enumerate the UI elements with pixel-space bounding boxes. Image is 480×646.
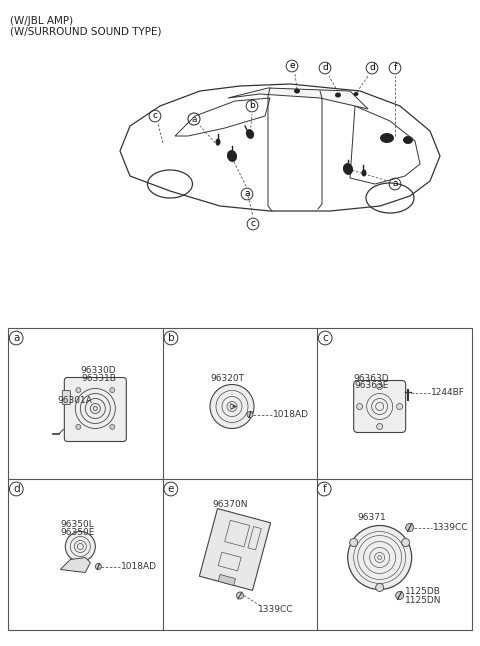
Circle shape (348, 525, 412, 590)
Text: b: b (168, 333, 174, 343)
Text: a: a (13, 333, 19, 343)
Text: c: c (323, 333, 328, 343)
Text: a: a (244, 189, 250, 198)
Circle shape (237, 592, 243, 599)
Text: c: c (251, 220, 255, 229)
Text: 96350E: 96350E (60, 528, 95, 537)
FancyBboxPatch shape (62, 390, 71, 404)
Polygon shape (218, 574, 236, 585)
Circle shape (377, 424, 383, 430)
FancyBboxPatch shape (354, 380, 406, 433)
Circle shape (402, 539, 409, 547)
Text: a: a (191, 114, 197, 123)
Circle shape (65, 532, 96, 561)
Bar (8, 328, 472, 630)
Circle shape (110, 388, 115, 393)
Text: 96320T: 96320T (210, 374, 244, 383)
Ellipse shape (294, 89, 300, 94)
Text: f: f (394, 63, 396, 72)
Text: a: a (392, 180, 398, 189)
Text: e: e (168, 484, 174, 494)
Circle shape (377, 384, 383, 390)
Circle shape (350, 539, 358, 547)
Ellipse shape (380, 133, 394, 143)
Text: 1018AD: 1018AD (121, 562, 157, 571)
Text: 1339CC: 1339CC (432, 523, 468, 532)
Polygon shape (199, 508, 271, 590)
Text: 96330D: 96330D (81, 366, 116, 375)
Ellipse shape (353, 92, 359, 96)
Circle shape (210, 384, 254, 428)
Text: 96350L: 96350L (60, 520, 94, 529)
Text: 1244BF: 1244BF (431, 388, 465, 397)
Text: (W/SURROUND SOUND TYPE): (W/SURROUND SOUND TYPE) (10, 26, 161, 36)
Text: 1339CC: 1339CC (258, 605, 293, 614)
Circle shape (406, 523, 414, 532)
Text: 96370N: 96370N (212, 500, 248, 509)
Text: b: b (249, 101, 255, 110)
Ellipse shape (227, 150, 237, 162)
Circle shape (396, 592, 404, 599)
Text: d: d (369, 63, 375, 72)
Circle shape (376, 583, 384, 592)
Circle shape (76, 388, 81, 393)
Circle shape (396, 404, 403, 410)
Text: 96331B: 96331B (81, 374, 116, 383)
FancyBboxPatch shape (64, 377, 126, 441)
Polygon shape (60, 557, 90, 572)
Text: d: d (13, 484, 20, 494)
Circle shape (357, 404, 363, 410)
Ellipse shape (361, 169, 367, 176)
Text: (W/JBL AMP): (W/JBL AMP) (10, 16, 73, 26)
Text: 96301A: 96301A (57, 396, 92, 405)
Text: d: d (322, 63, 328, 72)
Circle shape (247, 412, 253, 417)
Text: f: f (323, 484, 326, 494)
Text: e: e (289, 61, 295, 70)
Text: 96371: 96371 (357, 513, 386, 522)
Ellipse shape (246, 129, 254, 139)
Polygon shape (228, 88, 368, 109)
Circle shape (96, 563, 101, 570)
Ellipse shape (216, 138, 220, 145)
Circle shape (76, 424, 81, 430)
Ellipse shape (403, 136, 413, 144)
Text: 1125DB: 1125DB (405, 587, 441, 596)
Ellipse shape (343, 163, 353, 175)
Text: 1125DN: 1125DN (405, 596, 441, 605)
Text: 96363E: 96363E (354, 381, 389, 390)
Circle shape (110, 424, 115, 430)
Text: 1018AD: 1018AD (273, 410, 309, 419)
Text: 96363D: 96363D (354, 374, 389, 383)
Text: c: c (153, 112, 157, 121)
Ellipse shape (335, 92, 341, 98)
